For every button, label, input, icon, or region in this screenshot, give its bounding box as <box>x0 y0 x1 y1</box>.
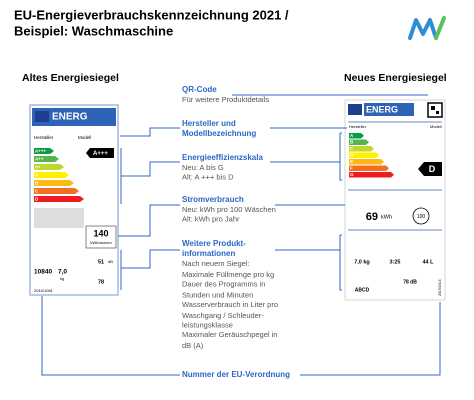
capacity: 7,0 kg <box>354 259 370 265</box>
energy-unit: kWh/annum <box>90 240 112 245</box>
annotation-text: dB (A) <box>182 341 204 350</box>
annotation-title: QR-Code <box>182 85 217 94</box>
annotation-text: Alt: A +++ bis D <box>182 172 234 181</box>
cycles: 100 <box>417 214 426 220</box>
title: Beispiel: Waschmaschine <box>14 23 173 38</box>
class-bar <box>34 164 64 170</box>
class-label: A+++ <box>35 148 47 153</box>
content: EU-Energieverbrauchskennzeichnung 2021 /… <box>14 7 447 379</box>
logo <box>408 16 446 40</box>
annotation-text: Dauer des Programms in <box>182 279 265 288</box>
class-bar <box>34 148 54 154</box>
class-bar <box>34 156 59 162</box>
model: Modell <box>430 124 442 129</box>
class-bar <box>349 165 389 171</box>
class-label: A+ <box>35 164 41 169</box>
rating-arrow <box>86 148 114 158</box>
class-bar <box>349 133 364 139</box>
new-label <box>344 99 446 301</box>
brand: ENERG <box>366 104 398 114</box>
class-label: B <box>350 140 354 145</box>
regulation: 2010/1061 <box>34 288 54 293</box>
model: Modell <box>78 135 91 140</box>
class-label: F <box>350 166 353 171</box>
annotation-text: Stunden und Minuten <box>182 290 253 299</box>
brand: ENERG <box>52 112 88 123</box>
manufacturer: Hersteller <box>349 124 367 129</box>
annotation-title: Stromverbrauch <box>182 195 244 204</box>
capacity: 7,0 <box>58 269 67 276</box>
class-label: A++ <box>35 156 44 161</box>
manufacturer: Hersteller <box>34 135 54 140</box>
annotation-text: Maximaler Geräuschpegel in <box>182 330 277 339</box>
class-bar <box>349 139 369 145</box>
annotation-title: Modellbezeichnung <box>182 129 256 138</box>
annotation-title: informationen <box>182 249 235 258</box>
class-label: C <box>350 146 354 151</box>
class-bar <box>349 172 394 178</box>
water: 10840 <box>34 269 52 276</box>
class-label: B <box>35 180 39 185</box>
class-bar <box>34 188 79 194</box>
capacity-unit: kg <box>60 276 64 281</box>
annotation-text: Wasserverbrauch in Liter pro <box>182 300 278 309</box>
annotation-text: Neu: A bis G <box>182 163 224 172</box>
regulation: 2019/2014 <box>438 279 442 296</box>
energy: 140 <box>93 228 108 238</box>
duration: 3:25 <box>389 259 400 265</box>
annotation-title: Energieeffizienzskala <box>182 153 263 162</box>
noise-spin: 78 <box>98 279 104 285</box>
noise-wash: 51 <box>98 259 104 265</box>
annotation-title: Nummer der EU-Verordnung <box>182 370 290 379</box>
annotation-title: Hersteller und <box>182 119 236 128</box>
annotation-text: Waschgang / Schleuder- <box>182 311 264 320</box>
connectors <box>41 94 441 376</box>
class-label: G <box>350 172 354 177</box>
class-label: A <box>350 133 354 138</box>
class-bar <box>349 152 379 158</box>
class-bar <box>349 146 374 152</box>
rating-arrow <box>418 162 442 176</box>
class-bar <box>34 180 74 186</box>
spin-classes: ABCD <box>355 287 370 293</box>
annotation-text: leistungsklasse <box>182 320 233 329</box>
annotation-text: Für weitere Produktdetails <box>182 95 269 104</box>
annotation-text: Nach neuem Siegel: <box>182 259 250 268</box>
title: EU-Energieverbrauchskennzeichnung 2021 / <box>14 7 289 22</box>
class-label: E <box>350 159 353 164</box>
class-bar <box>349 159 384 165</box>
annotation-title: Weitere Produkt- <box>182 239 246 248</box>
rating: D <box>429 164 436 174</box>
class-bar <box>34 196 84 202</box>
energy: 69 <box>366 211 378 223</box>
class-label: D <box>350 153 354 158</box>
water: 44 L <box>422 259 434 265</box>
noise: 78 dB <box>403 279 417 285</box>
old-heading: Altes Energiesiegel <box>22 72 119 84</box>
annotation-text: Neu: kWh pro 100 Wäschen <box>182 205 276 214</box>
class-label: A <box>35 172 39 177</box>
energy-unit: kWh <box>381 214 392 220</box>
noise-unit: dB <box>108 259 113 264</box>
class-label: C <box>35 188 39 193</box>
rating: A+++ <box>93 151 108 157</box>
class-bar <box>34 172 69 178</box>
annotation-text: Maximale Füllmenge pro kg <box>182 270 274 279</box>
class-label: D <box>35 196 39 201</box>
annotation-text: Alt: kWh pro Jahr <box>182 214 240 223</box>
new-heading: Neues Energiesiegel <box>344 72 447 84</box>
